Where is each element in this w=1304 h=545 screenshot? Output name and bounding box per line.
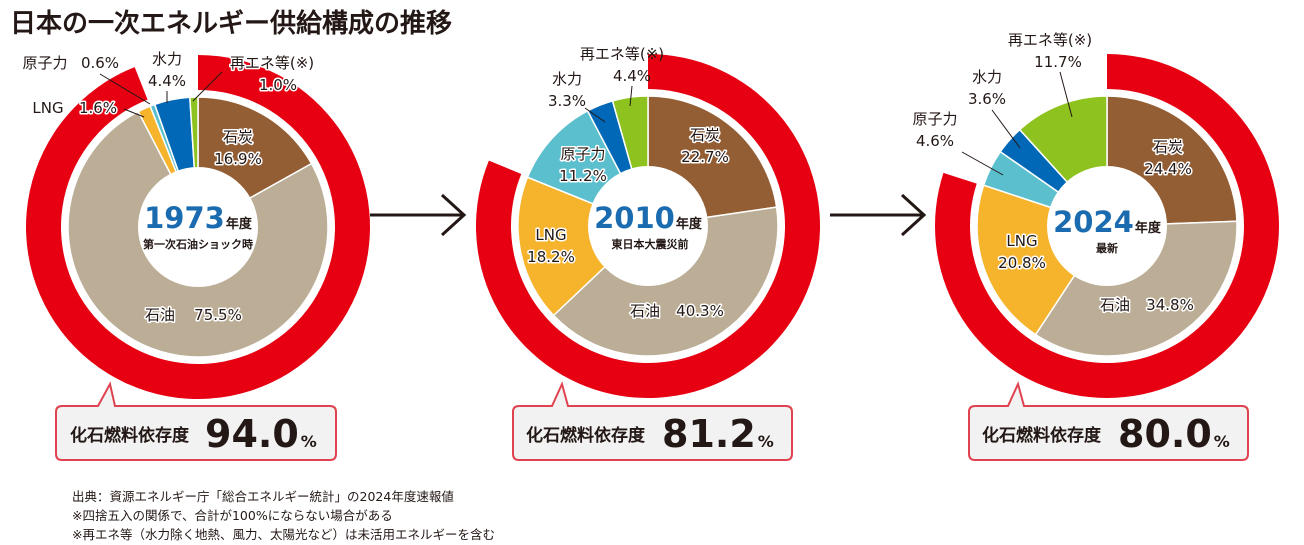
label-lng-name: LNG <box>1006 232 1037 250</box>
label-nuclear-name: 原子力 <box>560 145 605 163</box>
dependence-reading: 81.2% <box>662 412 774 456</box>
label-lng-value: 18.2% <box>527 248 575 266</box>
arrow-2010-to-2024 <box>830 193 927 237</box>
chart-subtitle: 東日本大震災前 <box>612 237 689 251</box>
fossil-dependence-callout-1973: 化石燃料依存度 94.0% <box>55 381 337 461</box>
label-coal-value: 22.7% <box>681 148 729 166</box>
footnote-renewables: ※再エネ等（水力除く地熱、風力、太陽光など）は未活用エネルギーを含む <box>72 527 495 542</box>
donut-hole <box>1047 166 1167 286</box>
label-nuclear-name: 原子力 <box>912 110 957 128</box>
year-heading: 2024年度 <box>1053 205 1162 239</box>
label-renewables-name: 再エネ等(※) <box>580 45 664 63</box>
donut-hole <box>588 166 708 286</box>
label-lng-value: 1.6% <box>79 99 117 117</box>
slice-lng <box>517 176 650 317</box>
fossil-dependence-callout-2010: 化石燃料依存度 81.2% <box>512 381 793 461</box>
dependence-label: 化石燃料依存度 <box>526 425 646 446</box>
chart-subtitle: 最新 <box>1096 241 1118 255</box>
label-oil-name: 石油 <box>145 306 175 324</box>
label-oil-name: 石油 <box>1100 296 1130 314</box>
label-oil-name: 石油 <box>630 302 660 320</box>
dependence-unit: % <box>758 432 774 451</box>
label-coal-value: 24.4% <box>1144 160 1192 178</box>
dependence-value: 81.2 <box>662 412 756 456</box>
donut-charts <box>25 54 1279 400</box>
dependence-unit: % <box>1214 432 1230 451</box>
label-nuclear-value: 0.6% <box>81 54 119 72</box>
footnotes: 出典：資源エネルギー庁「総合エネルギー統計」の2024年度速報値 ※四捨五入の関… <box>72 489 495 542</box>
year-unit: 年度 <box>1135 220 1162 236</box>
label-renewables-value: 11.7% <box>1034 53 1082 71</box>
footnote-rounding: ※四捨五入の関係で、合計が100%にならない場合がある <box>72 508 393 523</box>
year-unit: 年度 <box>676 216 703 232</box>
dependence-value: 80.0 <box>1118 412 1212 456</box>
dependence-label: 化石燃料依存度 <box>70 425 190 446</box>
label-hydro-name: 水力 <box>972 68 1002 86</box>
label-coal-name: 石炭 <box>1153 138 1183 156</box>
label-nuclear-value: 11.2% <box>559 167 607 185</box>
dependence-label: 化石燃料依存度 <box>982 425 1102 446</box>
dependence-reading: 80.0% <box>1118 412 1230 456</box>
chart-1973-labels: 石炭 16.9% 石油 75.5% LNG 1.6% 原子力 0.6% 水力 4… <box>22 50 315 326</box>
dependence-reading: 94.0% <box>205 412 317 456</box>
year-2010: 2010 <box>594 201 675 235</box>
label-renewables-name: 再エネ等(※) <box>230 54 314 72</box>
year-2024: 2024 <box>1053 205 1134 239</box>
label-renewables-value: 1.0% <box>259 76 297 94</box>
label-coal-name: 石炭 <box>690 126 720 144</box>
label-lng-value: 20.8% <box>998 254 1046 272</box>
year-unit: 年度 <box>226 216 253 232</box>
dependence-value: 94.0 <box>205 412 299 456</box>
label-oil-value: 34.8% <box>1146 296 1194 314</box>
label-hydro-name: 水力 <box>152 50 182 68</box>
label-hydro-value: 4.4% <box>148 72 186 90</box>
label-oil-value: 75.5% <box>194 306 242 324</box>
footnote-source: 出典：資源エネルギー庁「総合エネルギー統計」の2024年度速報値 <box>72 489 454 504</box>
label-hydro-value: 3.6% <box>968 90 1006 108</box>
label-hydro-name: 水力 <box>552 70 582 88</box>
chart-2010-labels: 石炭 22.7% 石油 40.3% LNG 18.2% 原子力 11.2% 水力… <box>526 45 731 322</box>
year-1973: 1973 <box>144 201 225 235</box>
year-heading: 1973年度 <box>144 201 253 235</box>
donut-chart-2024 <box>935 54 1279 398</box>
donut-hole <box>138 167 258 287</box>
dependence-unit: % <box>301 432 317 451</box>
figure-title: 日本の一次エネルギー供給構成の推移 <box>10 8 452 39</box>
fossil-dependence-callout-2024: 化石燃料依存度 80.0% <box>968 381 1249 461</box>
year-heading: 2010年度 <box>594 201 703 235</box>
label-nuclear-value: 4.6% <box>916 132 954 150</box>
donut-chart-1973 <box>25 55 370 400</box>
label-coal-value: 16.9% <box>214 150 262 168</box>
arrow-1973-to-2010 <box>370 193 467 237</box>
label-coal-name: 石炭 <box>223 128 253 146</box>
label-renewables-value: 4.4% <box>613 67 651 85</box>
chart-2024-labels: 石炭 24.4% 石油 34.8% LNG 20.8% 原子力 4.6% 水力 … <box>912 31 1195 316</box>
slice-oil <box>1034 220 1238 357</box>
label-hydro-value: 3.3% <box>548 92 586 110</box>
label-lng-name: LNG <box>535 226 566 244</box>
label-oil-value: 40.3% <box>676 302 724 320</box>
donut-chart-2010 <box>476 54 820 398</box>
label-lng-name: LNG <box>32 99 63 117</box>
label-nuclear-name: 原子力 <box>22 54 67 72</box>
label-renewables-name: 再エネ等(※) <box>1008 31 1092 49</box>
chart-subtitle: 第一次石油ショック時 <box>143 237 253 251</box>
